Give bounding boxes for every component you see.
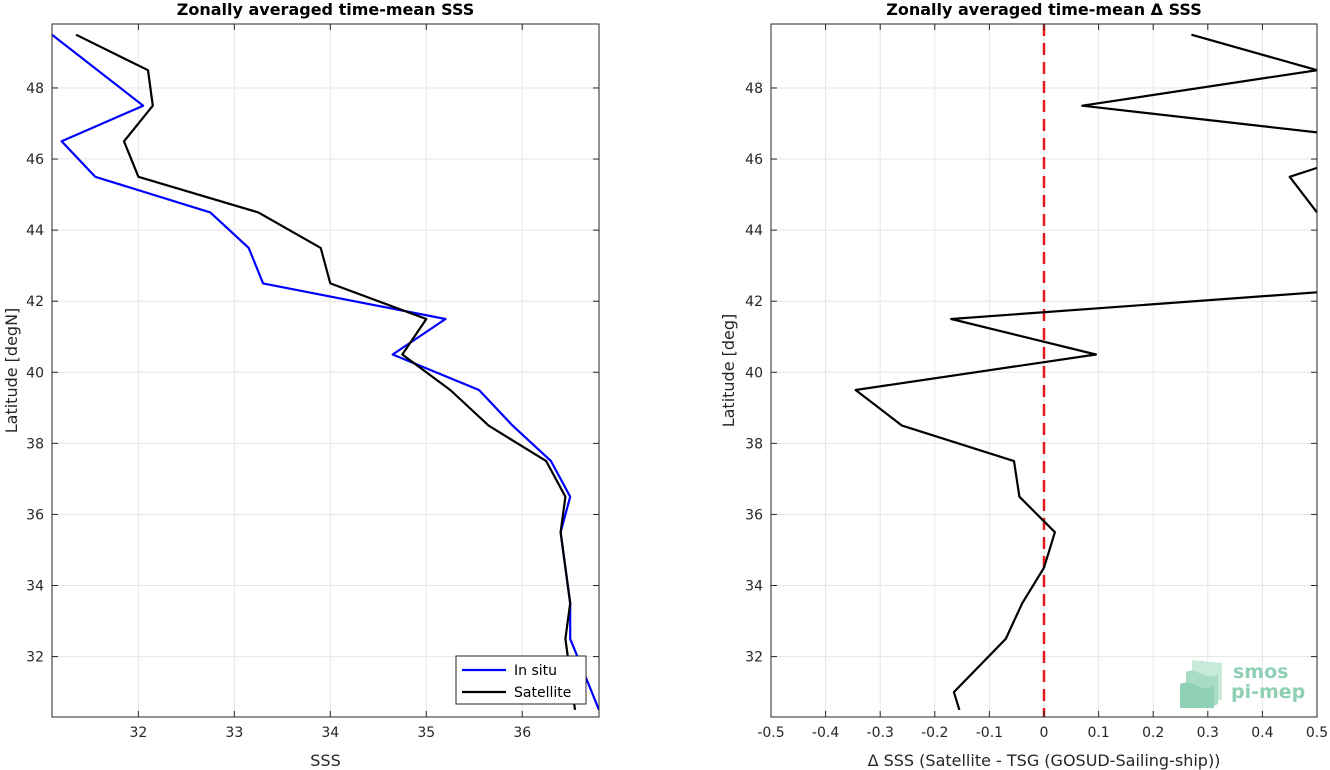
x-tick-label: -0.5 (757, 725, 784, 741)
x-tick-label: 33 (225, 725, 243, 741)
chart-title: Zonally averaged time-mean Δ SSS (886, 0, 1202, 19)
plot-area (52, 24, 599, 717)
y-tick-label: 34 (745, 579, 763, 595)
legend-label: In situ (514, 663, 557, 679)
logo-line2: pi-mep (1231, 681, 1305, 703)
logo-waves-icon (1180, 660, 1222, 708)
y-tick-label: 42 (745, 294, 763, 310)
right-panel: -0.5 -0.4 -0.3 -0.2 -0.1 0 0.1 0.2 0.3 0.4 0.5 32 34… (719, 0, 1328, 770)
x-tick-label: 34 (321, 725, 339, 741)
y-tick-label: 42 (26, 294, 44, 310)
y-tick-label: 46 (745, 152, 763, 168)
y-axis-label: Latitude [degN] (2, 308, 21, 434)
x-tick-label: 36 (513, 725, 531, 741)
axes-box (51, 23, 600, 718)
x-tick-label: 0.5 (1306, 725, 1328, 741)
series-line-delta-sss (854, 33, 1317, 711)
series-group (854, 33, 1317, 711)
x-tick-label: -0.2 (921, 725, 948, 741)
x-tick-label: 32 (129, 725, 147, 741)
left-panel: 32 33 34 35 36 32 34 36 38 40 42 44 46 48 Zonally aver… (2, 0, 600, 770)
chart-title: Zonally averaged time-mean SSS (177, 0, 475, 19)
y-tick-label: 48 (745, 81, 763, 97)
x-axis-label: Δ SSS (Satellite - TSG (GOSUD-Sailing-sh… (868, 751, 1221, 770)
x-tick-label: 0.2 (1142, 725, 1164, 741)
legend-label: Satellite (514, 685, 571, 701)
x-axis-label: SSS (310, 751, 340, 770)
y-tick-label: 48 (26, 81, 44, 97)
y-tick-label: 40 (745, 365, 763, 381)
y-tick-label: 36 (26, 507, 44, 523)
y-tick-label: 40 (26, 365, 44, 381)
y-tick-label: 32 (26, 650, 44, 666)
x-tick-label: 0.1 (1087, 725, 1109, 741)
x-tick-label: 0.3 (1197, 725, 1219, 741)
y-tick-label: 46 (26, 152, 44, 168)
x-tick-label: 0.4 (1251, 725, 1273, 741)
x-tick-label: -0.3 (867, 725, 894, 741)
y-axis-label: Latitude [deg] (719, 314, 738, 428)
y-tick-label: 38 (745, 436, 763, 452)
x-tick-label: -0.4 (812, 725, 839, 741)
legend-box (455, 655, 587, 705)
y-tick-label: 38 (26, 436, 44, 452)
x-tick-label: 35 (417, 725, 435, 741)
series-group (52, 33, 599, 711)
smos-pi-mep-logo: smos pi-mep (1180, 660, 1305, 708)
y-tick-label: 44 (745, 223, 763, 239)
y-tick-label: 32 (745, 650, 763, 666)
x-tick-label: -0.1 (976, 725, 1003, 741)
logo-line1: smos (1233, 661, 1288, 683)
y-tick-label: 44 (26, 223, 44, 239)
series-line-satellite (75, 33, 577, 711)
x-tick-label: 0 (1040, 725, 1049, 741)
y-tick-label: 34 (26, 579, 44, 595)
y-tick-label: 36 (745, 507, 763, 523)
legend: In situ Satellite (455, 655, 587, 705)
